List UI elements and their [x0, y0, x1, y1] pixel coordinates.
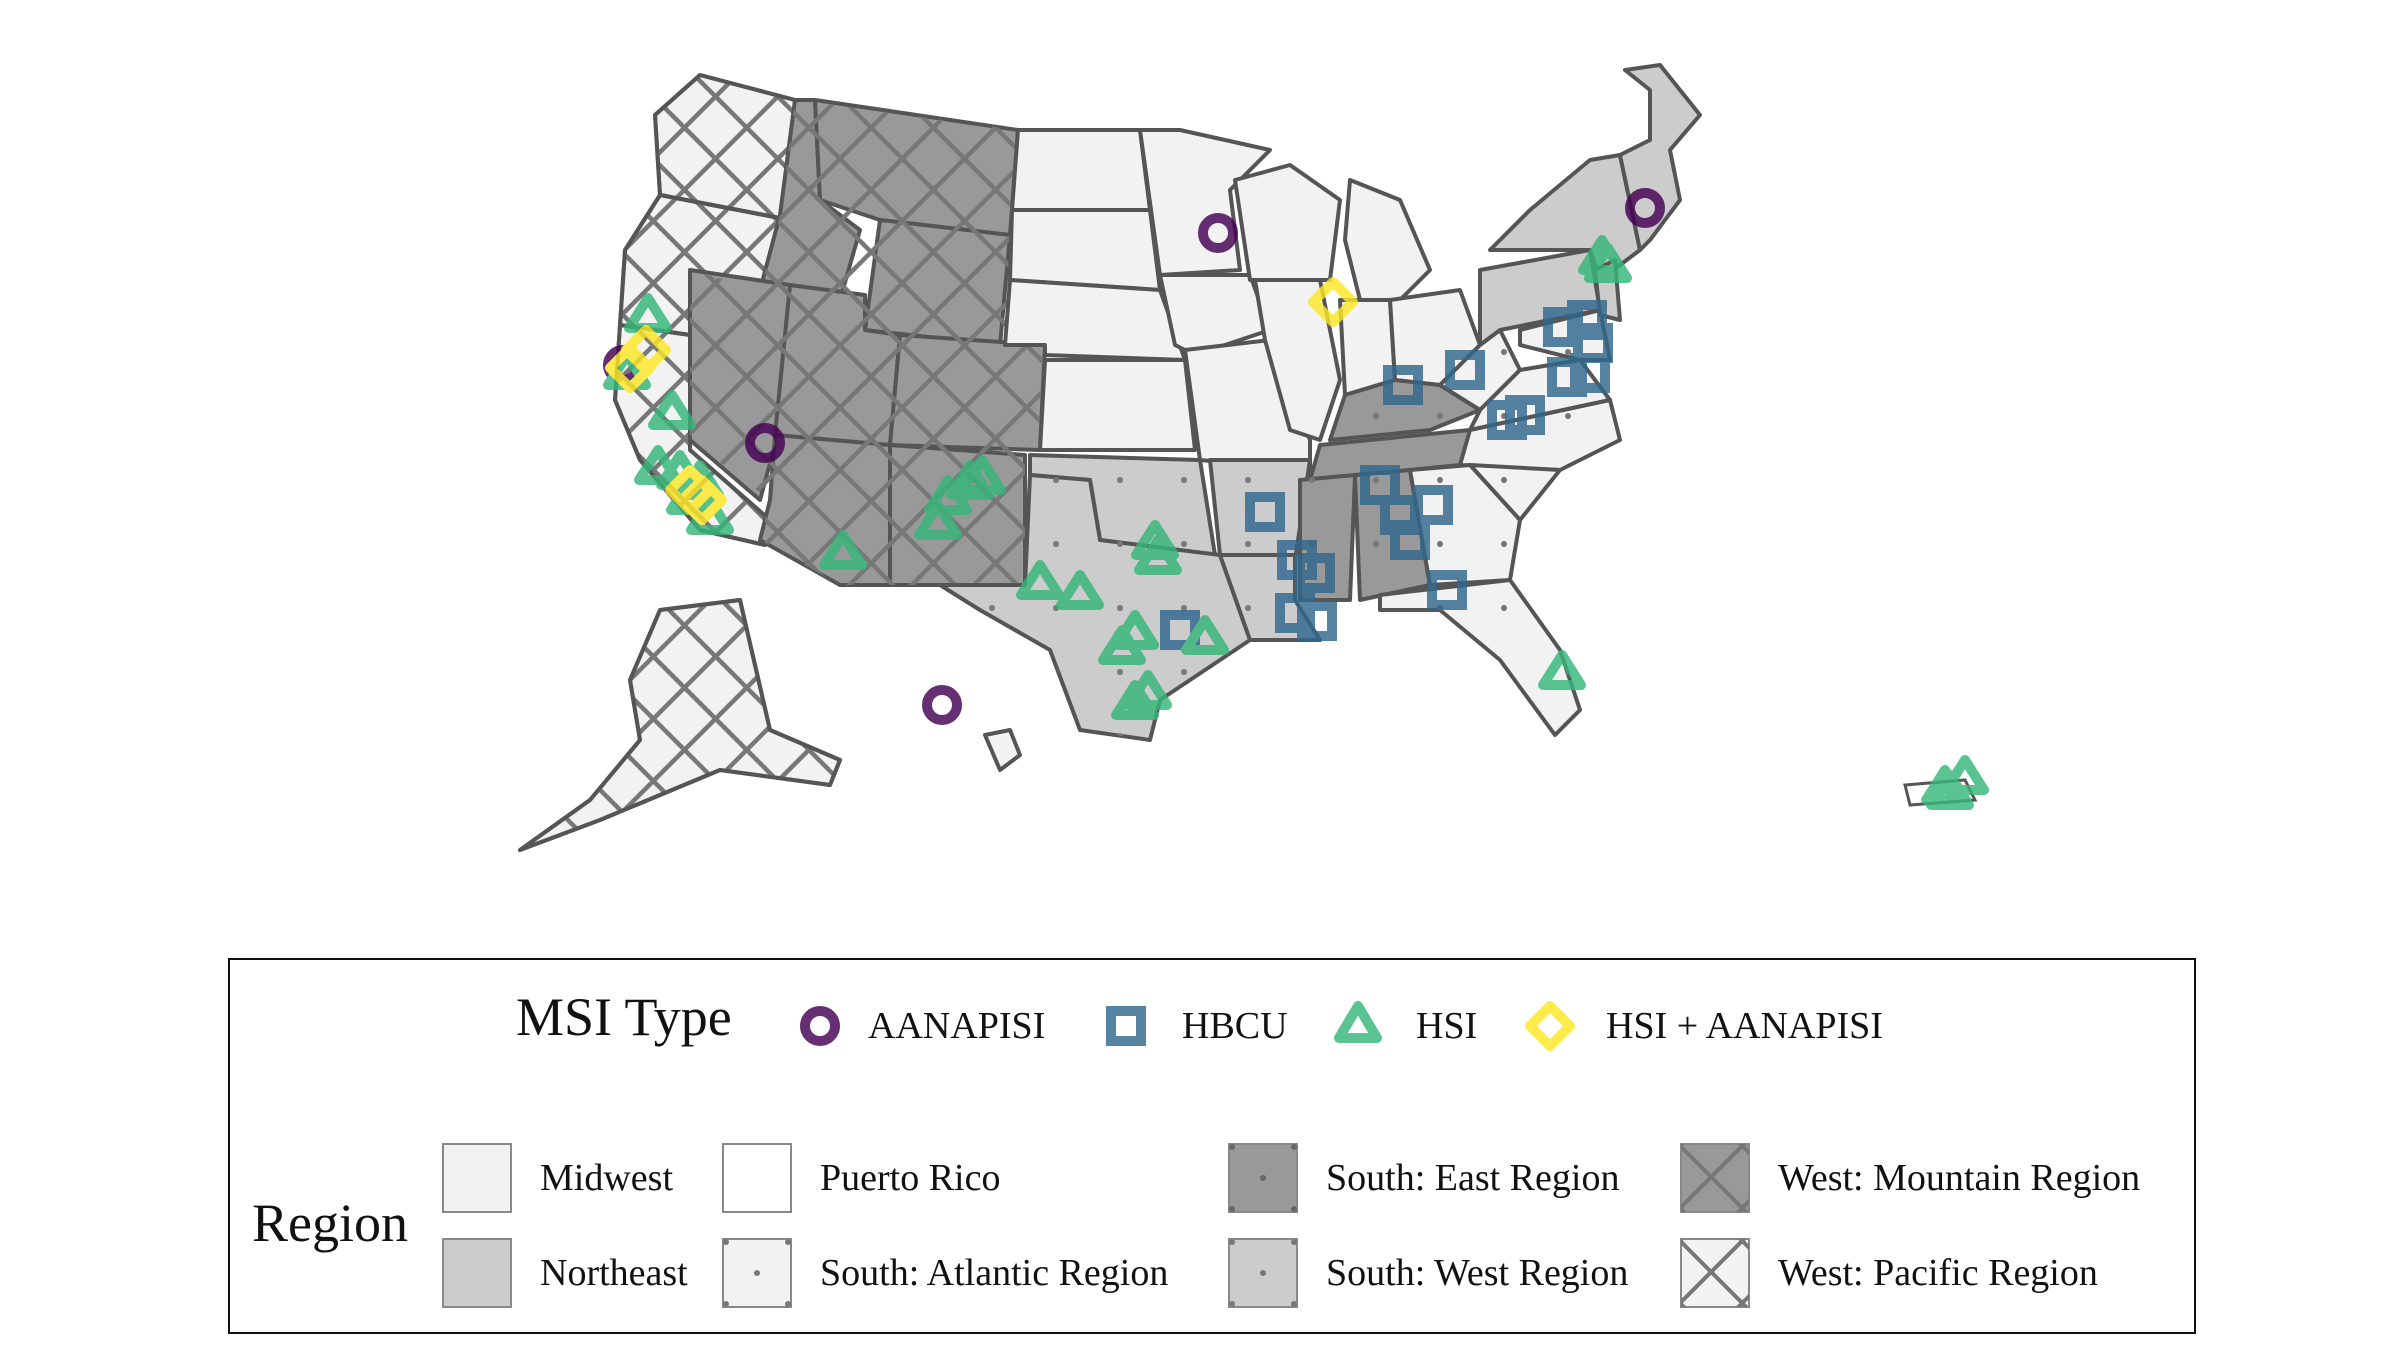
point-aanapisi	[1625, 188, 1665, 228]
point-hsi	[1098, 625, 1146, 665]
point-hbcu	[1427, 570, 1467, 610]
aanapisi-symbol-icon	[800, 1006, 840, 1046]
msi-label-hsi: HSI	[1416, 1005, 1478, 1047]
point-hsi	[1134, 535, 1182, 575]
region-sa-dots	[1380, 310, 1620, 735]
state-new-england	[1618, 63, 1702, 252]
state-illinois	[1253, 278, 1342, 442]
state-michigan	[1343, 178, 1432, 302]
swatch-puerto-rico	[722, 1143, 792, 1213]
msi-type-title: MSI Type	[516, 987, 732, 1047]
point-hbcu	[1245, 492, 1285, 532]
point-hbcu	[1567, 300, 1607, 340]
point-aanapisi	[922, 685, 962, 725]
point-hbcu	[1445, 350, 1485, 390]
state-hawaii	[983, 728, 1022, 772]
region-label-puerto-rico: Puerto Rico	[820, 1157, 1001, 1199]
point-hbcu	[1413, 485, 1453, 525]
state-alaska-hatch	[518, 598, 842, 852]
hsi-aanapisi-symbol-icon	[1525, 1001, 1575, 1051]
state-south-dakota	[1008, 208, 1162, 292]
point-hsi-aanapisi	[1308, 277, 1358, 327]
swatch-south-east	[1228, 1143, 1298, 1213]
point-aanapisi	[1198, 213, 1238, 253]
point-hsi	[1111, 680, 1159, 720]
region-label-west-mountain: West: Mountain Region	[1778, 1157, 2141, 1199]
region-mountain-hatch	[690, 100, 1045, 585]
legend: MSI Type AANAPISI HBCU HSI HSI + AANAPIS…	[228, 958, 2196, 1334]
point-aanapisi	[745, 423, 785, 463]
region-label-south-east: South: East Region	[1326, 1157, 1620, 1199]
msi-points	[603, 188, 1989, 810]
swatch-south-west	[1228, 1238, 1298, 1308]
msi-label-hsi-aanapisi: HSI + AANAPISI	[1606, 1005, 1883, 1047]
point-hsi	[1926, 770, 1974, 810]
region-label-south-atlantic: South: Atlantic Region	[820, 1252, 1169, 1294]
point-hsi	[958, 455, 1006, 495]
hbcu-symbol-icon	[1106, 1006, 1146, 1046]
point-hbcu	[1383, 365, 1423, 405]
swatch-west-mountain	[1680, 1143, 1750, 1213]
region-label-south-west: South: West Region	[1326, 1252, 1629, 1294]
region-sw-dots	[940, 455, 1320, 740]
point-hbcu	[1295, 553, 1335, 593]
point-hsi	[1538, 650, 1586, 690]
msi-label-aanapisi: AANAPISI	[868, 1005, 1046, 1047]
region-title: Region	[252, 1193, 408, 1253]
point-hsi	[1016, 560, 1064, 600]
point-hbcu	[1570, 353, 1610, 393]
point-hsi-aanapisi	[605, 343, 655, 393]
state-north-dakota	[1010, 128, 1152, 212]
point-hsi	[648, 390, 696, 430]
state-kansas	[1038, 358, 1197, 452]
swatch-south-atlantic	[722, 1238, 792, 1308]
point-hsi	[634, 445, 682, 485]
point-hsi	[1181, 615, 1229, 655]
point-hbcu	[1547, 357, 1587, 397]
point-hbcu	[1390, 520, 1430, 560]
swatch-west-pacific	[1680, 1238, 1750, 1308]
point-hsi	[914, 500, 962, 540]
point-hsi	[1584, 243, 1632, 283]
point-hbcu	[1505, 395, 1545, 435]
state-wisconsin	[1233, 163, 1342, 282]
point-hsi	[1056, 570, 1104, 610]
region-label-midwest: Midwest	[540, 1157, 673, 1199]
state-nebraska	[1003, 278, 1187, 362]
point-hbcu	[1297, 601, 1337, 641]
point-hsi	[1131, 520, 1179, 560]
hsi-symbol-icon	[1334, 1001, 1382, 1043]
region-label-northeast: Northeast	[540, 1252, 688, 1294]
point-hbcu	[1275, 593, 1315, 633]
swatch-northeast	[442, 1238, 512, 1308]
region-label-west-pacific: West: Pacific Region	[1778, 1252, 2098, 1294]
msi-label-hbcu: HBCU	[1182, 1005, 1288, 1047]
us-map	[518, 63, 1989, 852]
point-hsi-aanapisi	[677, 475, 727, 525]
swatch-midwest	[442, 1143, 512, 1213]
point-hsi	[819, 530, 867, 570]
